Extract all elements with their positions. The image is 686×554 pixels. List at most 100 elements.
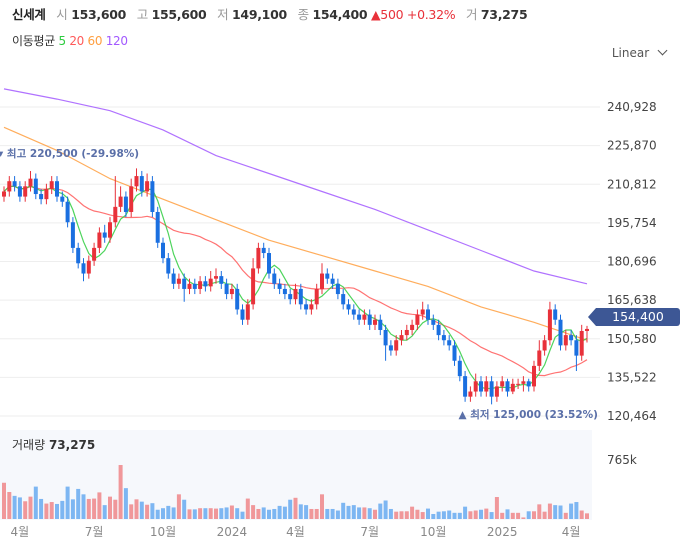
volume-bar	[49, 502, 54, 519]
candle-body	[108, 222, 112, 238]
volume-bar	[516, 512, 521, 519]
volume-bar	[166, 505, 171, 519]
ma-legend[interactable]: 이동평균 5 20 60 120	[12, 32, 128, 49]
candle-body	[113, 206, 118, 223]
candle-body	[171, 273, 176, 284]
candle-body	[12, 181, 17, 187]
scale-selector[interactable]: Linear	[612, 45, 668, 60]
volume-bar	[267, 509, 271, 519]
candle-body	[537, 350, 542, 366]
volume-bar	[224, 507, 229, 519]
candle-body	[187, 283, 192, 289]
candle-body	[288, 294, 293, 300]
candle-body	[420, 309, 425, 315]
volume-bar	[102, 505, 107, 519]
candle-body	[463, 376, 468, 397]
volume-bar	[214, 508, 218, 519]
ma-20: 20	[69, 34, 85, 48]
volume-panel-title: 거래량 73,275	[12, 436, 95, 453]
candle-body	[65, 201, 70, 223]
volume-bar	[447, 510, 452, 519]
candle-body	[17, 186, 22, 197]
volume-bar	[325, 508, 330, 519]
candle-body	[166, 258, 171, 274]
candle-body	[145, 181, 150, 192]
candle-body	[325, 273, 330, 279]
volume-bar	[256, 508, 261, 519]
volume-bar	[537, 504, 542, 519]
candle-body	[118, 196, 123, 207]
candle-body	[55, 181, 59, 197]
volume-bar	[108, 496, 112, 519]
high-label: 고	[136, 7, 149, 22]
candle-body	[192, 283, 197, 289]
volume-bar	[282, 506, 287, 519]
x-tick-label: 4월	[286, 525, 305, 539]
volume-bar	[198, 508, 203, 519]
candle-body	[70, 222, 75, 248]
candle-body	[563, 335, 568, 346]
volume-bar	[76, 488, 81, 519]
volume-bar	[373, 509, 377, 519]
volume-bar	[145, 504, 150, 519]
candle-body	[378, 319, 383, 330]
candle-body	[415, 314, 420, 325]
candle-body	[224, 283, 229, 295]
candle-body	[547, 309, 552, 341]
candle-body	[44, 188, 49, 200]
y-tick-label: 210,812	[607, 177, 657, 191]
volume-bar	[367, 508, 372, 519]
candle-body	[86, 260, 91, 274]
volume-bar	[420, 512, 425, 519]
ma-120: 120	[105, 34, 128, 48]
candle-body	[574, 340, 579, 356]
candle-body	[229, 288, 234, 295]
volume-bar	[60, 500, 65, 519]
candle-body	[60, 196, 65, 202]
candle-body	[447, 340, 452, 346]
volume-bar	[569, 503, 574, 519]
candle-body	[320, 273, 324, 289]
volume-bar	[463, 506, 468, 519]
candle-body	[298, 288, 303, 305]
x-tick-label: 10월	[420, 525, 446, 539]
y-tick-label: 165,638	[607, 293, 657, 307]
y-tick-label: 150,580	[607, 332, 657, 346]
volume-bar	[320, 494, 324, 519]
volume-bar	[304, 505, 309, 519]
volume-bar	[314, 508, 319, 519]
candle-body	[272, 273, 277, 284]
candle-body	[245, 304, 250, 320]
candle-body	[214, 276, 218, 279]
candle-body	[399, 335, 404, 341]
y-tick-label: 225,870	[607, 139, 657, 153]
close-value: 154,400	[312, 7, 368, 22]
candle-body	[309, 304, 314, 310]
volume-tick-label: 765k	[607, 453, 637, 467]
volume-value: 73,275	[480, 7, 528, 22]
volume-bar	[468, 511, 473, 519]
ma-60: 60	[87, 34, 103, 48]
volume-bar	[510, 512, 515, 519]
candle-body	[346, 304, 351, 310]
volume-bar	[346, 505, 351, 519]
candle-body	[219, 276, 224, 284]
candle-body	[81, 263, 86, 274]
volume-bar	[505, 509, 510, 519]
open-label: 시	[56, 7, 68, 22]
candle-body	[431, 319, 436, 325]
candle-body	[182, 278, 187, 289]
volume-bar	[245, 498, 250, 519]
candle-body	[123, 196, 128, 212]
x-tick-label: 10월	[150, 525, 176, 539]
candle-body	[203, 281, 208, 287]
ma20-line	[3, 185, 588, 377]
candle-body	[92, 247, 97, 261]
volume-bar	[155, 509, 160, 519]
candle-body	[367, 314, 372, 325]
volume-bar	[113, 499, 118, 519]
candle-body	[314, 288, 319, 305]
volume-bar	[118, 465, 123, 519]
y-tick-label: 120,464	[607, 409, 657, 423]
